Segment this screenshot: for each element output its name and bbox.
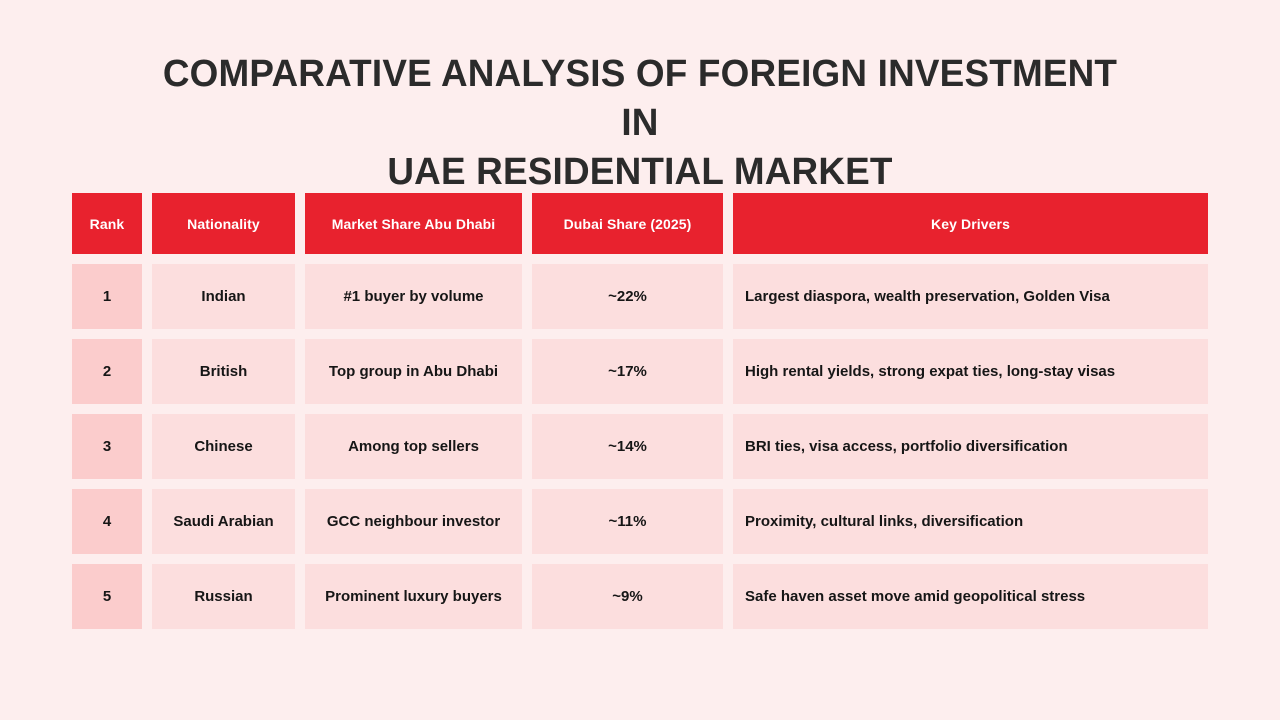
cell-rank: 3 [72,414,142,479]
cell-key-drivers: Largest diaspora, wealth preservation, G… [733,264,1208,329]
column-header-dubai-share: Dubai Share (2025) [532,193,723,254]
cell-nationality: Russian [152,564,295,629]
cell-key-drivers: Proximity, cultural links, diversificati… [733,489,1208,554]
table-row: 2 British Top group in Abu Dhabi ~17% Hi… [72,339,1208,404]
cell-key-drivers: BRI ties, visa access, portfolio diversi… [733,414,1208,479]
cell-abu-dhabi: Top group in Abu Dhabi [305,339,522,404]
cell-dubai-share: ~22% [532,264,723,329]
cell-abu-dhabi: #1 buyer by volume [305,264,522,329]
cell-dubai-share: ~17% [532,339,723,404]
cell-rank: 5 [72,564,142,629]
cell-dubai-share: ~9% [532,564,723,629]
column-header-rank: Rank [72,193,142,254]
cell-nationality: Chinese [152,414,295,479]
table-header-row: Rank Nationality Market Share Abu Dhabi … [72,193,1208,254]
cell-key-drivers: High rental yields, strong expat ties, l… [733,339,1208,404]
table-row: 1 Indian #1 buyer by volume ~22% Largest… [72,264,1208,329]
cell-nationality: British [152,339,295,404]
cell-nationality: Saudi Arabian [152,489,295,554]
table-row: 4 Saudi Arabian GCC neighbour investor ~… [72,489,1208,554]
comparison-table: Rank Nationality Market Share Abu Dhabi … [72,193,1208,629]
column-header-nationality: Nationality [152,193,295,254]
cell-abu-dhabi: Among top sellers [305,414,522,479]
table-row: 5 Russian Prominent luxury buyers ~9% Sa… [72,564,1208,629]
cell-dubai-share: ~14% [532,414,723,479]
column-header-market-share-abu-dhabi: Market Share Abu Dhabi [305,193,522,254]
cell-rank: 1 [72,264,142,329]
cell-nationality: Indian [152,264,295,329]
page-title: COMPARATIVE ANALYSIS OF FOREIGN INVESTME… [140,50,1140,197]
table-row: 3 Chinese Among top sellers ~14% BRI tie… [72,414,1208,479]
column-header-key-drivers: Key Drivers [733,193,1208,254]
cell-rank: 2 [72,339,142,404]
page-title-line-1: COMPARATIVE ANALYSIS OF FOREIGN INVESTME… [162,53,1118,144]
cell-rank: 4 [72,489,142,554]
cell-key-drivers: Safe haven asset move amid geopolitical … [733,564,1208,629]
cell-dubai-share: ~11% [532,489,723,554]
page-title-line-2: UAE RESIDENTIAL MARKET [387,151,893,193]
cell-abu-dhabi: GCC neighbour investor [305,489,522,554]
cell-abu-dhabi: Prominent luxury buyers [305,564,522,629]
